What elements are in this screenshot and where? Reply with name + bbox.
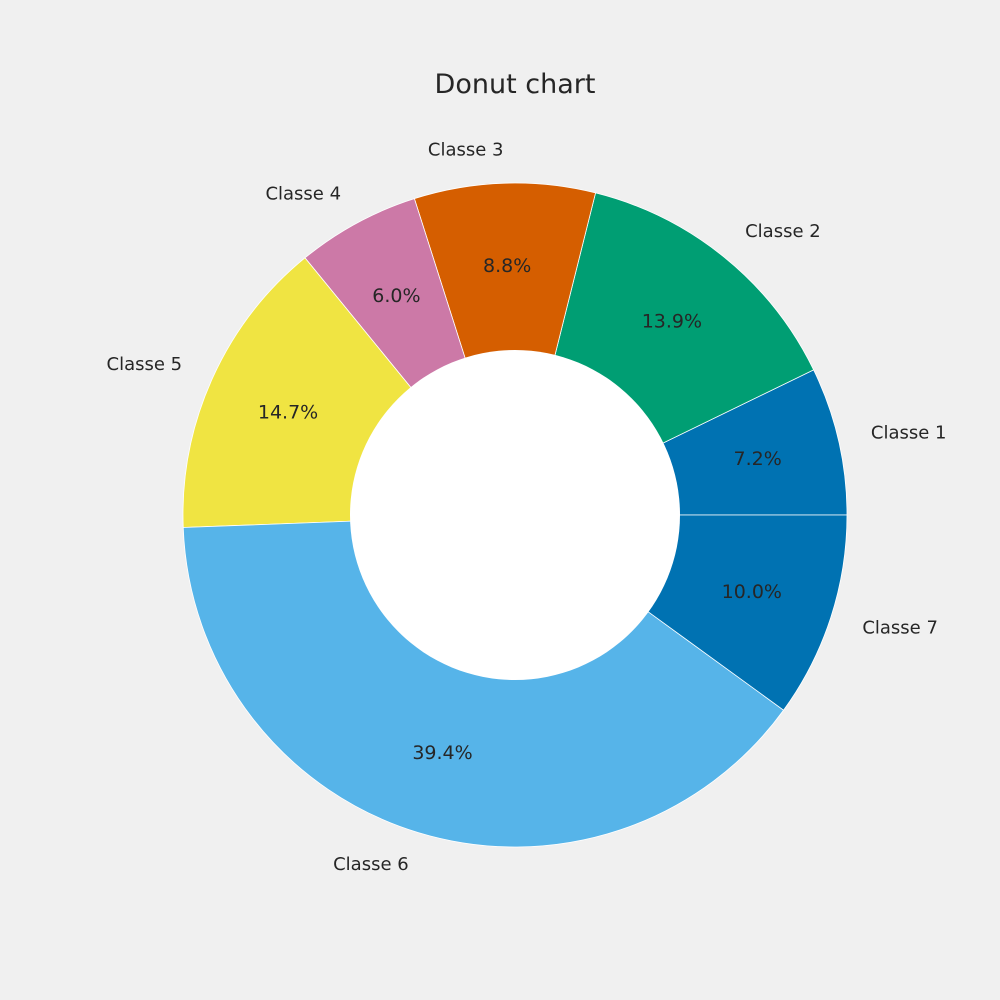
percent-label-classe-6: 39.4%: [412, 742, 472, 764]
category-label-classe-1: Classe 1: [871, 423, 947, 444]
slice-classe-3: [413, 182, 597, 517]
category-label-classe-4: Classe 4: [265, 183, 341, 204]
category-label-classe-3: Classe 3: [428, 139, 504, 160]
percent-label-classe-2: 13.9%: [642, 311, 702, 333]
chart-title: Donut chart: [435, 69, 596, 100]
percent-label-classe-7: 10.0%: [722, 581, 782, 603]
percent-label-classe-1: 7.2%: [734, 448, 782, 470]
category-label-classe-6: Classe 6: [333, 854, 409, 875]
slice-labels: Classe 1 7.2% Classe 2 13.9% Classe 3 8.8% Cla…: [107, 139, 947, 874]
category-label-classe-2: Classe 2: [745, 221, 821, 242]
category-label-classe-7: Classe 7: [862, 617, 938, 638]
slice-classe-6: [182, 514, 785, 848]
category-label-classe-5: Classe 5: [107, 354, 183, 375]
donut-hole: [350, 350, 680, 680]
percent-label-classe-3: 8.8%: [483, 255, 531, 277]
percent-label-classe-5: 14.7%: [258, 402, 318, 424]
percent-label-classe-4: 6.0%: [372, 285, 420, 307]
